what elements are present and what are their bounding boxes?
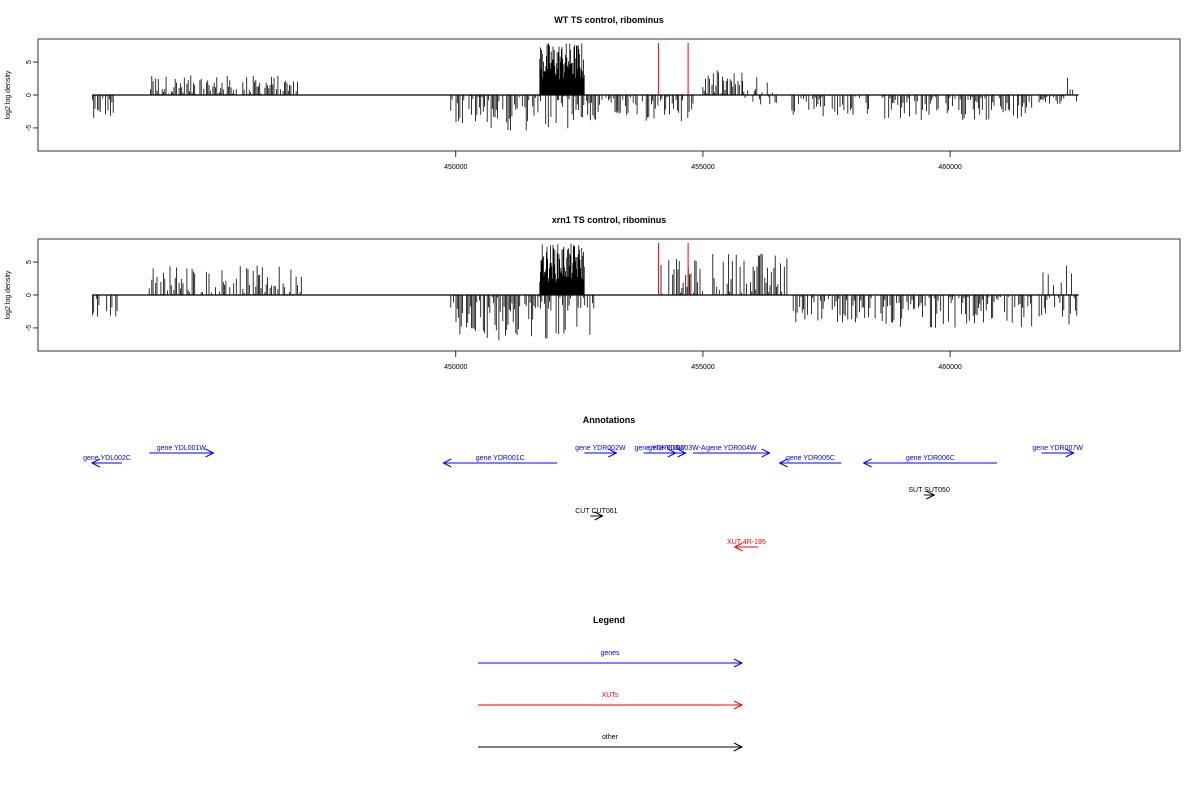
wt-x-tick-label: 455000	[691, 164, 714, 171]
feature-label-gene-ydr004w: gene YDR004W	[706, 445, 757, 452]
legend-items: genes XUTs other	[478, 650, 744, 752]
feature-label-gene-ydl001w: gene YDL001W	[157, 445, 207, 452]
xrn1-panel: xrn1 TS control, ribominus log2 log dens…	[5, 215, 1181, 371]
wt-y-tick-label: 5	[26, 60, 33, 64]
feature-arrow-gene-ydr007w	[1041, 448, 1075, 458]
xrn1-x-tick-label: 455000	[691, 364, 714, 371]
wt-markers	[657, 43, 689, 95]
xrn1-y-tick-label: 5	[26, 260, 33, 264]
wt-y-tick-label: -5	[26, 125, 33, 131]
wt-panel-title: WT TS control, ribominus	[554, 15, 664, 25]
feature-arrow-gene-ydr005c	[778, 458, 842, 468]
xrn1-x-tick-label: 460000	[938, 364, 961, 371]
feature-arrow-gene-ydl002c	[90, 458, 123, 468]
feature-arrow-gene-ydr001c	[442, 458, 558, 468]
annotation-features: gene YDL002C gene YDL001W gene YDR001C gene…	[83, 445, 1083, 552]
xrn1-y-axis-label: log2 log density	[5, 270, 12, 319]
feature-label-gene-ydr006c: gene YDR006C	[906, 455, 955, 462]
annotations-title: Annotations	[583, 415, 636, 425]
feature-label-gene-ydr001c: gene YDR001C	[476, 455, 525, 462]
xrn1-axis-ticks: 450000 455000 460000 -5 0 5	[26, 260, 962, 371]
legend-label-other: other	[602, 734, 619, 741]
feature-arrow-gene-ydr002w	[584, 448, 618, 458]
feature-label-gene-ydl002c: gene YDL002C	[83, 455, 131, 462]
wt-x-tick-label: 460000	[938, 164, 961, 171]
legend-title: Legend	[593, 615, 625, 625]
feature-arrow-gene-ydl001w	[149, 448, 215, 458]
feature-label-sut-sut050: SUT SUT050	[908, 487, 950, 494]
wt-axis-ticks: 450000 455000 460000 -5 0 5	[26, 60, 962, 171]
wt-y-axis-label: log2 log density	[5, 70, 12, 119]
feature-arrow-sut-sut050	[923, 490, 936, 500]
legend-arrow-xuts	[478, 700, 744, 710]
feature-label-cut-cut061: CUT CUT061	[575, 508, 617, 515]
xrn1-y-tick-label: -5	[26, 325, 33, 331]
legend-label-genes: genes	[600, 650, 620, 657]
feature-arrow-gene-ydr006c	[862, 458, 998, 468]
wt-panel: WT TS control, ribominus log2 log densit…	[5, 15, 1181, 171]
feature-label-xut-4r-195: XUT 4R-195	[727, 539, 766, 546]
legend-arrow-other	[478, 742, 744, 752]
feature-label-gene-ydr007w: gene YDR007W	[1032, 445, 1083, 452]
wt-y-tick-label: 0	[26, 93, 33, 97]
feature-label-gene-ydr002w: gene YDR002W	[575, 445, 626, 452]
legend-arrow-genes	[478, 658, 744, 668]
feature-label-gene-ydr005c: gene YDR005C	[786, 455, 835, 462]
legend-label-xuts: XUTs	[602, 692, 619, 699]
feature-arrow-gene-ydr004w	[693, 448, 771, 458]
feature-label-gene-ydr003w: gene YDR003W	[634, 445, 685, 452]
feature-label-gene-ydr003w-a: gene YDR003W-A	[648, 445, 706, 452]
xrn1-markers	[657, 243, 689, 295]
xrn1-panel-title: xrn1 TS control, ribominus	[552, 215, 667, 225]
feature-arrow-xut-4r-195	[733, 542, 759, 552]
feature-arrow-cut-cut061	[590, 511, 604, 521]
feature-arrow-gene-ydr003w-a	[668, 448, 687, 458]
xrn1-x-tick-label: 450000	[444, 364, 467, 371]
legend: Legend genes XUTs other	[478, 615, 744, 752]
xrn1-y-tick-label: 0	[26, 293, 33, 297]
wt-x-tick-label: 450000	[444, 164, 467, 171]
